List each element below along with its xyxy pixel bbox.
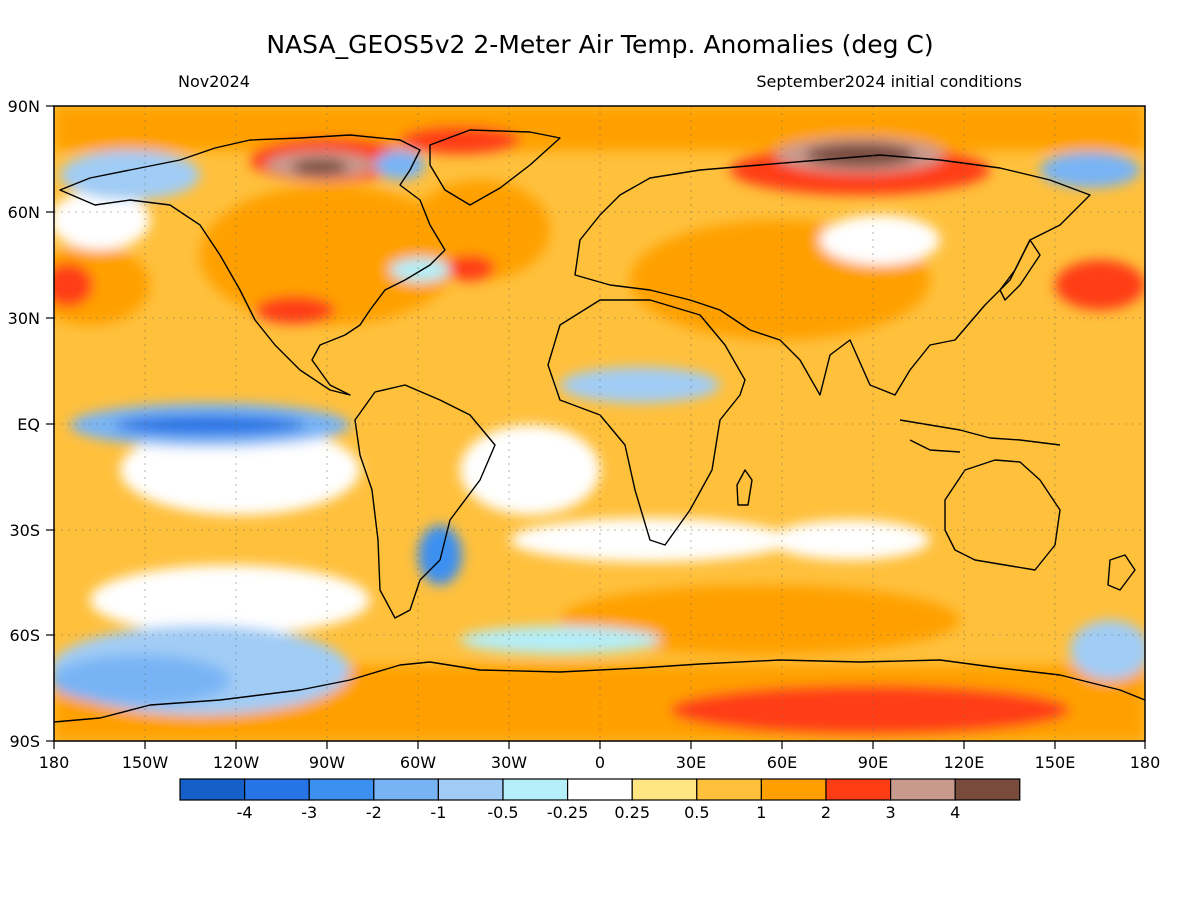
- neutral-south-pacific: [90, 565, 370, 635]
- cool-southern-ocean-east: [1070, 620, 1145, 680]
- anomaly-map: [54, 106, 1145, 741]
- australia-outline: [944, 459, 1061, 571]
- extreme-siberia-core: [805, 143, 915, 167]
- lon-label: 180: [39, 753, 70, 772]
- neutral-south-indian: [770, 520, 930, 560]
- colorbar-swatch: [954, 778, 1021, 801]
- colorbar-swatch: [244, 778, 310, 801]
- japan-outline: [999, 239, 1041, 301]
- lon-label: 180: [1130, 753, 1161, 772]
- lon-label: 60W: [400, 753, 436, 772]
- lat-label: 90N: [8, 97, 40, 116]
- lon-label: 90E: [858, 753, 888, 772]
- antarctica-coast: [54, 659, 1145, 723]
- graticule: [54, 106, 1145, 741]
- colorbar-swatch: [889, 778, 956, 801]
- extreme-canada-core: [292, 159, 348, 175]
- lat-label: 60N: [8, 203, 40, 222]
- colorbar-label: -4: [237, 803, 253, 822]
- neutral-central-asia: [820, 215, 940, 265]
- colorbar: -4 -3 -2 -1 -0.5 -0.25 0.25 0.5 1 2 3 4: [179, 778, 1021, 822]
- lat-label: 30N: [8, 309, 40, 328]
- colorbar-swatch: [696, 778, 762, 801]
- colorbar-label: 0.25: [614, 803, 650, 822]
- neutral-north-pacific: [54, 190, 150, 250]
- lon-label: 120E: [944, 753, 985, 772]
- neutral-east-pacific: [120, 425, 360, 515]
- map-title: NASA_GEOS5v2 2-Meter Air Temp. Anomalies…: [266, 30, 933, 59]
- neutral-south-atlantic: [460, 425, 600, 515]
- lat-label: 60S: [9, 626, 40, 645]
- colorbar-label: -0.25: [547, 803, 588, 822]
- new-zealand-outline: [1107, 554, 1136, 591]
- colorbar-label: 4: [950, 803, 960, 822]
- lon-label: 30W: [491, 753, 527, 772]
- greenland-outline: [429, 129, 561, 206]
- colorbar-label: -2: [366, 803, 382, 822]
- colorbar-swatch: [179, 778, 246, 801]
- colorbar-swatch: [760, 778, 827, 801]
- lon-label: 90W: [309, 753, 345, 772]
- madagascar-outline: [736, 469, 753, 506]
- hot-antarctica: [670, 685, 1070, 735]
- initial-conditions: September2024 initial conditions: [756, 72, 1022, 91]
- colorbar-label: -0.5: [487, 803, 518, 822]
- colorbar-swatch: [631, 778, 698, 801]
- south-america-outline: [354, 384, 496, 619]
- lon-label: 60E: [767, 753, 797, 772]
- colorbar-swatch: [373, 778, 439, 801]
- cool-north-atlantic: [390, 258, 450, 282]
- colorbar-label: -3: [301, 803, 317, 822]
- colorbar-swatch: [502, 778, 569, 801]
- north-america-outline: [59, 134, 446, 396]
- lat-label: EQ: [17, 415, 40, 434]
- eurasia-outline: [574, 154, 1091, 396]
- colorbar-swatch: [825, 778, 892, 801]
- lat-axis: 90N 60N 30N EQ 30S 60S 90S: [8, 97, 54, 751]
- indonesia-outline: [899, 419, 1061, 453]
- warm-atlantic: [410, 180, 550, 280]
- hot-north-pacific-west: [54, 263, 93, 307]
- coastlines: [54, 129, 1145, 723]
- warm-north-america: [200, 185, 460, 325]
- warm-southern-indian: [560, 585, 960, 655]
- lon-label: 30E: [676, 753, 706, 772]
- lon-label: 150W: [122, 753, 169, 772]
- cool-alaska: [60, 150, 200, 200]
- colorbar-swatch: [308, 778, 375, 801]
- cool-argentina: [418, 525, 462, 585]
- colorbar-label: -1: [430, 803, 446, 822]
- lat-label: 30S: [9, 521, 40, 540]
- hot-north-pacific-east: [1055, 260, 1145, 310]
- hot-newfoundland: [445, 255, 495, 281]
- lon-label: 0: [595, 753, 605, 772]
- colorbar-label: 0.5: [684, 803, 709, 822]
- cool-southern-atlantic: [460, 626, 660, 654]
- colorbar-swatch: [437, 778, 504, 801]
- cool-east-siberia: [1040, 152, 1140, 188]
- forecast-period: Nov2024: [178, 72, 250, 91]
- colder-antarctic-pacific: [54, 655, 230, 705]
- colorbar-label: 3: [886, 803, 896, 822]
- hot-us-south: [255, 296, 335, 324]
- cool-sahel: [560, 367, 720, 403]
- africa-outline: [547, 299, 746, 546]
- colorbar-label: 1: [756, 803, 766, 822]
- colorbar-label: 2: [821, 803, 831, 822]
- lon-axis: 180 150W 120W 90W 60W 30W 0 30E 60E 90E …: [39, 741, 1161, 772]
- lon-label: 120W: [213, 753, 260, 772]
- cold-equatorial-pacific: [115, 415, 305, 435]
- lon-label: 150E: [1035, 753, 1076, 772]
- lat-label: 90S: [9, 732, 40, 751]
- colorbar-swatch: [566, 778, 633, 801]
- cool-hudson: [375, 150, 425, 180]
- warm-band-north: [54, 106, 1145, 151]
